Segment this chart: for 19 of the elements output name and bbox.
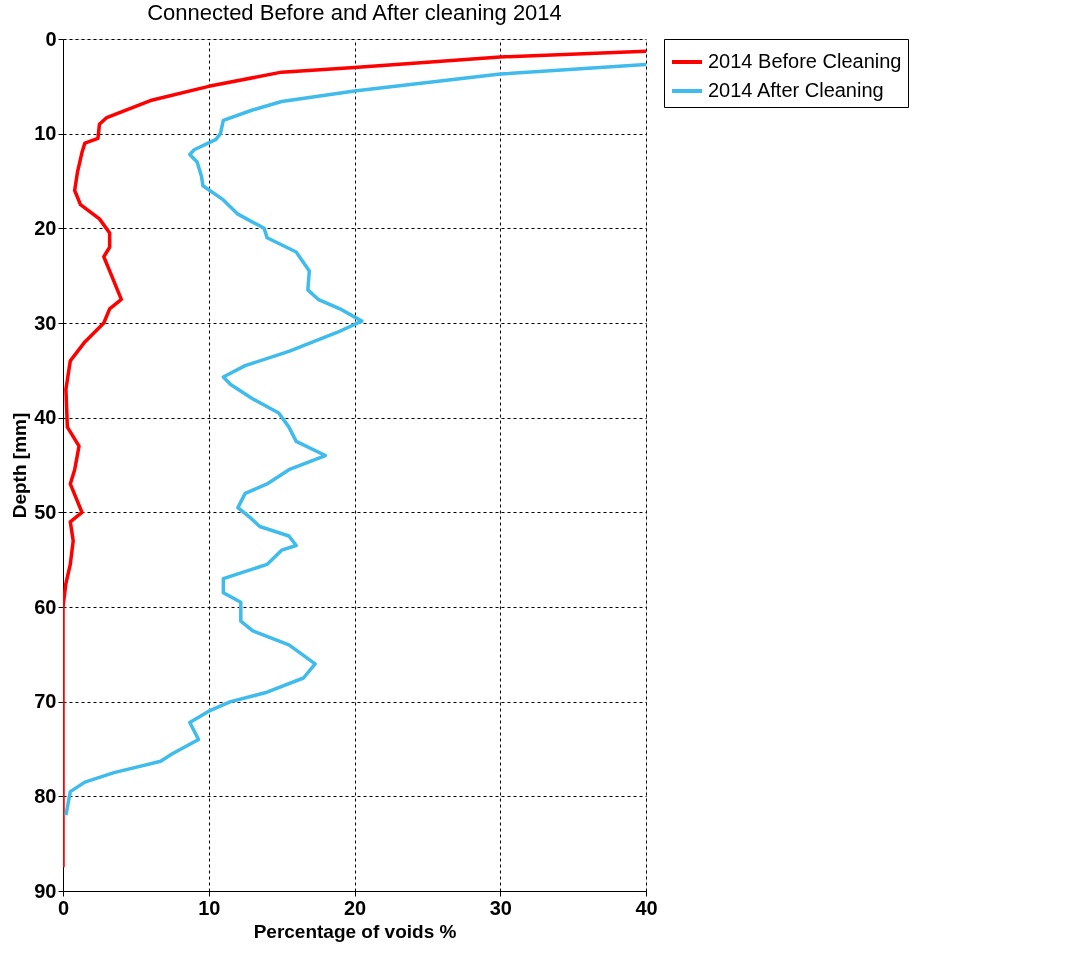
chart-title: Connected Before and After cleaning 2014	[147, 0, 562, 25]
y-tick-label: 70	[34, 690, 57, 713]
legend-label: 2014 Before Cleaning	[708, 50, 902, 72]
y-tick-label: 90	[34, 879, 57, 902]
y-tick-label: 30	[34, 311, 57, 334]
x-tick-label: 20	[343, 896, 367, 919]
x-tick-label: 30	[489, 896, 512, 919]
y-tick-label: 20	[34, 216, 57, 239]
y-tick-label: 40	[34, 406, 57, 429]
y-tick-label: 0	[45, 27, 57, 50]
y-tick-label: 80	[34, 784, 57, 807]
y-tick-label: 10	[34, 122, 57, 145]
legend-label: 2014 After Cleaning	[708, 79, 884, 101]
x-axis-title: Percentage of voids %	[253, 920, 457, 942]
y-tick-label: 50	[34, 500, 57, 523]
x-tick-label: 40	[635, 896, 658, 919]
y-tick-label: 60	[34, 595, 57, 618]
x-tick-label: 10	[198, 896, 221, 919]
y-axis-title: Depth [mm]	[9, 412, 31, 519]
